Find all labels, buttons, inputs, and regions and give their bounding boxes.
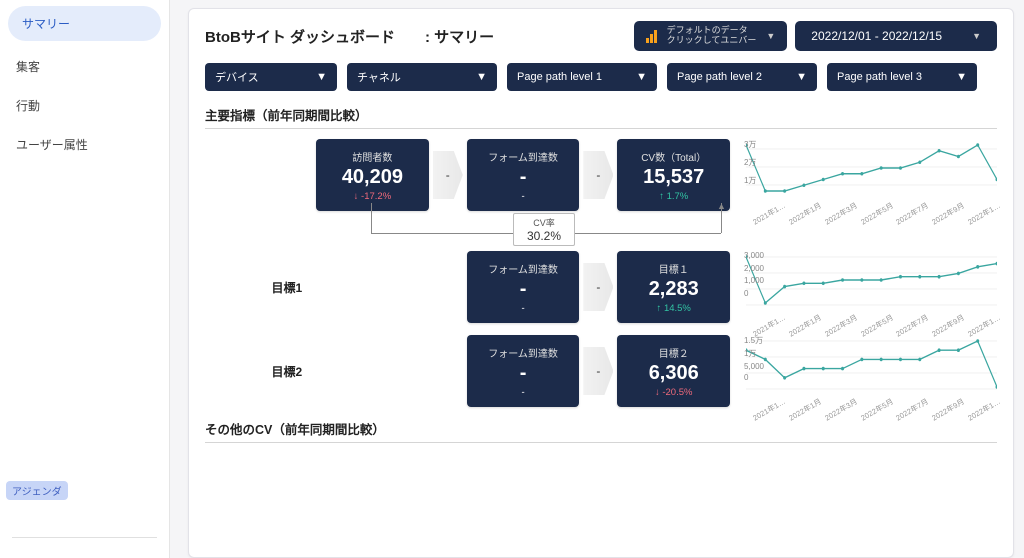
cv-rate-value: 30.2%	[514, 229, 574, 243]
header-controls: デフォルトのデータ クリックしてユニバー ▼ 2022/12/01 - 2022…	[634, 21, 997, 51]
card-form-reach-2: フォーム到達数 - -	[467, 251, 580, 323]
cv-rate-connector: ▲ CV率 30.2%	[205, 217, 997, 243]
datasource-picker[interactable]: デフォルトのデータ クリックしてユニバー ▼	[634, 21, 788, 51]
chevron-down-icon: ▼	[316, 71, 327, 83]
sidebar-item-behavior[interactable]: 行動	[0, 86, 169, 125]
page-title: BtoBサイト ダッシュボード : サマリー	[205, 26, 494, 47]
card-title: 訪問者数	[352, 149, 392, 164]
card-delta: ↑ 14.5%	[657, 303, 691, 314]
kpi-row-3: 目標2 フォーム到達数 - - - 目標２ 6,306 ↓ -20.5%	[205, 335, 997, 407]
card-title: フォーム到達数	[488, 261, 558, 276]
card-title: フォーム到達数	[488, 149, 558, 164]
sidebar-item-acquisition[interactable]: 集客	[0, 47, 169, 86]
flow-arrow: -	[587, 139, 609, 211]
filter-path1[interactable]: Page path level 1▼	[507, 63, 657, 91]
kpi-row-1: 訪問者数 40,209 ↓ -17.2% - フォーム到達数 - - - CV数…	[205, 139, 997, 211]
analytics-icon	[646, 29, 657, 43]
card-value: -	[520, 278, 527, 301]
filter-channel[interactable]: チャネル▼	[347, 63, 497, 91]
section-title-kpi: 主要指標（前年同期間比較）	[205, 105, 997, 129]
chevron-down-icon: ▼	[796, 71, 807, 83]
card-delta: -	[521, 303, 524, 314]
filter-path3[interactable]: Page path level 3▼	[827, 63, 977, 91]
chevron-down-icon: ▼	[972, 31, 981, 41]
card-cv-total: CV数（Total） 15,537 ↑ 1.7%	[617, 139, 730, 211]
card-goal-2: 目標２ 6,306 ↓ -20.5%	[617, 335, 730, 407]
sparkline-svg	[746, 335, 997, 393]
filter-row: デバイス▼ チャネル▼ Page path level 1▼ Page path…	[205, 63, 997, 91]
sidebar: サマリー 集客 行動 ユーザー属性 アジェンダ	[0, 0, 170, 558]
x-axis: 2021年1…2022年1月2022年3月2022年5月2022年7月2022年…	[746, 312, 997, 323]
card-delta: ↓ -20.5%	[655, 387, 693, 398]
card-value: 15,537	[643, 166, 704, 189]
sparkline-1: 3万2万1万 2021年1…2022年1月2022年3月2022年5月2022年…	[746, 139, 997, 211]
filter-path2[interactable]: Page path level 2▼	[667, 63, 817, 91]
row1-label	[205, 139, 308, 211]
card-delta: -	[521, 191, 524, 202]
flow-arrow: -	[587, 335, 609, 407]
card-title: 目標２	[659, 345, 689, 360]
daterange-label: 2022/12/01 - 2022/12/15	[811, 29, 942, 43]
chevron-down-icon: ▼	[476, 71, 487, 83]
card-visitors: 訪問者数 40,209 ↓ -17.2%	[316, 139, 429, 211]
cv-rate-label: CV率	[514, 216, 574, 229]
x-axis: 2021年1…2022年1月2022年3月2022年5月2022年7月2022年…	[746, 200, 997, 211]
row2-label: 目標1	[205, 251, 308, 323]
card-delta: -	[521, 387, 524, 398]
sparkline-svg	[746, 251, 997, 309]
filter-device[interactable]: デバイス▼	[205, 63, 337, 91]
card-value: 40,209	[342, 166, 403, 189]
x-axis: 2021年1…2022年1月2022年3月2022年5月2022年7月2022年…	[746, 396, 997, 407]
flow-arrow: -	[587, 251, 609, 323]
sidebar-item-summary[interactable]: サマリー	[8, 6, 161, 41]
main-panel: BtoBサイト ダッシュボード : サマリー デフォルトのデータ クリックしてユ…	[170, 0, 1024, 558]
flow-arrow: -	[437, 139, 459, 211]
sidebar-item-user-attr[interactable]: ユーザー属性	[0, 125, 169, 164]
card-title: CV数（Total）	[641, 149, 706, 164]
card-goal-1: 目標１ 2,283 ↑ 14.5%	[617, 251, 730, 323]
card-title: フォーム到達数	[488, 345, 558, 360]
y-axis: 3万2万1万	[744, 139, 756, 186]
card-form-reach-3: フォーム到達数 - -	[467, 335, 580, 407]
kpi-row-2: 目標1 フォーム到達数 - - - 目標１ 2,283 ↑ 14.5%	[205, 251, 997, 323]
y-axis: 3,0002,0001,0000	[744, 251, 764, 298]
datasource-label: デフォルトのデータ クリックしてユニバー	[667, 26, 757, 46]
card-value: 2,283	[649, 278, 699, 301]
dashboard-card: BtoBサイト ダッシュボード : サマリー デフォルトのデータ クリックしてユ…	[188, 8, 1014, 558]
sparkline-svg	[746, 139, 997, 197]
arrow-up-icon: ▲	[717, 201, 726, 211]
card-form-reach: フォーム到達数 - -	[467, 139, 580, 211]
card-value: -	[520, 362, 527, 385]
card-delta: ↓ -17.2%	[354, 191, 392, 202]
cv-rate-box: CV率 30.2%	[513, 213, 575, 246]
agenda-badge[interactable]: アジェンダ	[6, 481, 68, 500]
daterange-picker[interactable]: 2022/12/01 - 2022/12/15 ▼	[795, 21, 997, 51]
title-bar: BtoBサイト ダッシュボード : サマリー デフォルトのデータ クリックしてユ…	[205, 21, 997, 51]
card-value: 6,306	[649, 362, 699, 385]
sparkline-2: 3,0002,0001,0000 2021年1…2022年1月2022年3月20…	[746, 251, 997, 323]
card-delta: ↑ 1.7%	[659, 191, 688, 202]
card-value: -	[520, 166, 527, 189]
sparkline-3: 1.5万1万5,0000 2021年1…2022年1月2022年3月2022年5…	[746, 335, 997, 407]
chevron-down-icon: ▼	[766, 31, 775, 41]
chevron-down-icon: ▼	[636, 71, 647, 83]
card-title: 目標１	[659, 261, 689, 276]
section-title-other: その他のCV（前年同期間比較）	[205, 419, 997, 443]
sidebar-separator	[12, 537, 157, 538]
chevron-down-icon: ▼	[956, 71, 967, 83]
row3-label: 目標2	[205, 335, 308, 407]
y-axis: 1.5万1万5,0000	[744, 335, 764, 382]
